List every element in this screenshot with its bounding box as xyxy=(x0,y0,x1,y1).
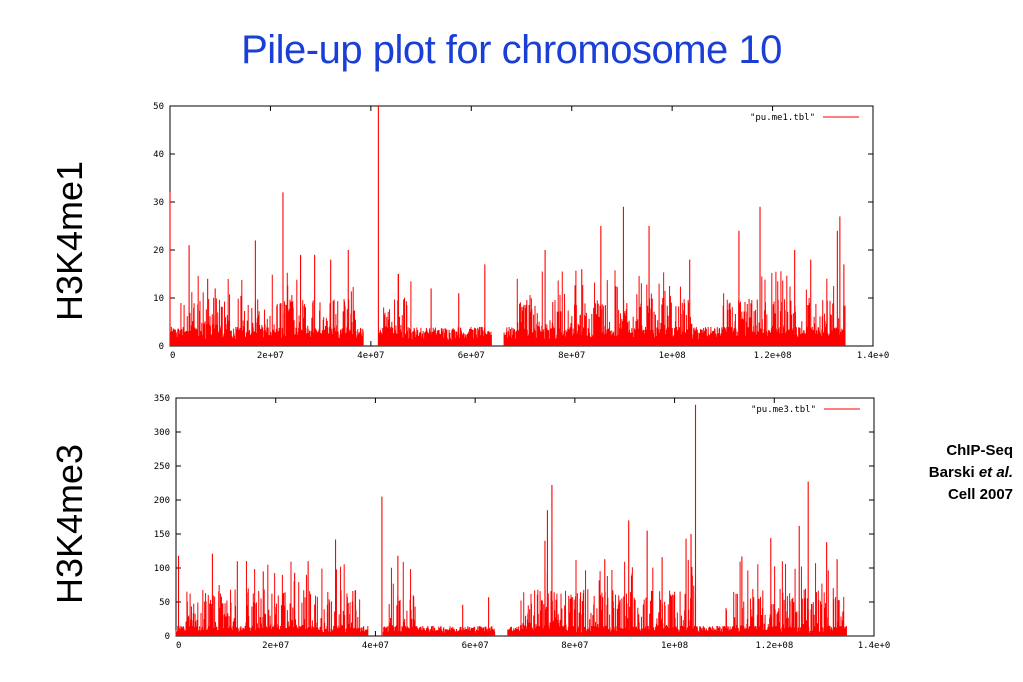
citation-credit: ChIP-Seq Barski et al. Cell 2007 xyxy=(929,440,1013,506)
x-tick-label: 2e+07 xyxy=(257,351,284,361)
chart-panel-1: 0 10 20 30 40 50 0 2e+07 4e+07 6e+07 8e+07 1e+08 1.2… xyxy=(153,102,889,361)
x-tick-label: 1e+08 xyxy=(661,641,688,651)
x-tick-label: 1.4e+0 xyxy=(857,351,890,361)
y-tick-label: 0 xyxy=(165,632,170,642)
x-tick-label: 1.4e+0 xyxy=(858,641,891,651)
y-tick-label: 150 xyxy=(154,530,170,540)
y-tick-label: 30 xyxy=(153,198,164,208)
x-tick-label: 0 xyxy=(170,351,175,361)
x-tick-label: 4e+07 xyxy=(357,351,384,361)
y-tick-label: 20 xyxy=(153,246,164,256)
x-tick-label: 6e+07 xyxy=(458,351,485,361)
y-tick-label: 350 xyxy=(154,394,170,404)
x-tick-label: 0 xyxy=(176,641,181,651)
credit-etal: et al. xyxy=(978,464,1013,481)
y-tick-label: 200 xyxy=(154,496,170,506)
y-tick-label: 100 xyxy=(154,564,170,574)
x-tick-label: 2e+07 xyxy=(262,641,289,651)
x-tick-label: 8e+07 xyxy=(561,641,588,651)
legend-label: "pu.me3.tbl" xyxy=(751,405,816,415)
credit-line2: Barski et al. xyxy=(929,462,1013,484)
credit-author: Barski xyxy=(928,464,979,481)
x-tick-label: 1e+08 xyxy=(659,351,686,361)
x-tick-label: 8e+07 xyxy=(558,351,585,361)
x-tick-label: 1.2e+08 xyxy=(754,351,792,361)
x-tick-label: 6e+07 xyxy=(462,641,489,651)
page-title: Pile-up plot for chromosome 10 xyxy=(241,28,782,72)
y-tick-label: 10 xyxy=(153,294,164,304)
y-tick-label: 0 xyxy=(159,342,164,352)
chart-panel-2: 0 50 100 150 200 250 300 350 0 2e+07 4e+07 6e+07 8e+… xyxy=(154,394,891,651)
credit-line3: Cell 2007 xyxy=(947,486,1013,503)
series-baseline xyxy=(175,559,847,636)
credit-line1: ChIP-Seq xyxy=(946,442,1013,459)
y-tick-label: 50 xyxy=(153,102,164,112)
series-baseline xyxy=(169,270,846,346)
y-tick-label: 250 xyxy=(154,462,170,472)
y-tick-label: 300 xyxy=(154,428,170,438)
y-tick-label: 50 xyxy=(159,598,170,608)
x-tick-label: 1.2e+08 xyxy=(755,641,793,651)
x-tick-label: 4e+07 xyxy=(362,641,389,651)
y-tick-label: 40 xyxy=(153,150,164,160)
plot-frame xyxy=(175,397,875,637)
legend-label: "pu.me1.tbl" xyxy=(750,113,815,123)
